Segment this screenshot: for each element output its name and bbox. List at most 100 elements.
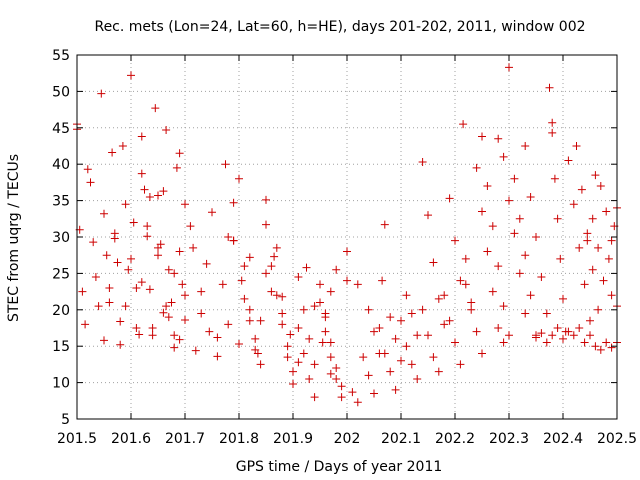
data-point — [459, 120, 468, 129]
data-point — [181, 315, 189, 324]
data-point — [569, 200, 578, 209]
x-tick-label: 202 — [334, 431, 361, 447]
data-point — [353, 280, 362, 289]
data-point — [262, 220, 270, 229]
data-point — [251, 334, 260, 343]
data-point — [172, 163, 181, 172]
data-point — [267, 262, 276, 271]
data-point — [154, 191, 162, 200]
data-point — [310, 360, 319, 369]
data-point — [583, 236, 592, 245]
data-point — [170, 269, 179, 278]
data-point — [461, 280, 470, 289]
y-axis-label: STEC from uqrg / TECUs — [6, 154, 22, 322]
data-point — [321, 309, 330, 318]
data-point — [140, 185, 149, 194]
data-point — [461, 254, 470, 263]
y-tick-label: 50 — [52, 84, 70, 100]
data-point — [451, 338, 459, 347]
data-point — [83, 165, 92, 174]
data-point — [148, 324, 157, 332]
data-point — [256, 316, 265, 325]
data-point — [559, 294, 567, 303]
data-point — [378, 276, 387, 285]
data-point — [505, 63, 513, 72]
data-point — [262, 195, 270, 204]
data-point — [124, 265, 133, 274]
data-point — [550, 174, 559, 183]
data-point — [380, 220, 389, 229]
data-point — [145, 285, 154, 294]
data-point — [532, 333, 540, 342]
y-tick-label: 15 — [52, 339, 70, 355]
data-point — [127, 254, 135, 263]
data-point — [164, 313, 173, 322]
data-point — [456, 276, 465, 285]
data-point — [221, 160, 230, 169]
data-point — [364, 371, 373, 380]
data-point — [116, 317, 125, 326]
data-point — [148, 331, 157, 340]
data-point — [548, 118, 557, 127]
data-point — [318, 338, 327, 347]
data-point — [118, 142, 127, 150]
data-point — [370, 389, 378, 398]
data-point — [604, 254, 613, 263]
data-point — [129, 218, 138, 227]
data-point — [521, 142, 530, 150]
data-point — [97, 89, 106, 98]
data-point — [467, 305, 476, 314]
data-point — [191, 346, 200, 355]
y-axis-ticks: 5 10 15 20 25 30 35 40 45 50 55 — [52, 48, 617, 428]
data-point — [143, 222, 152, 231]
data-point — [321, 327, 330, 336]
data-point — [175, 247, 184, 256]
data-point — [353, 398, 362, 407]
data-point — [326, 287, 335, 296]
data-point — [167, 298, 176, 307]
data-point — [607, 291, 616, 300]
data-point — [343, 276, 351, 285]
data-point — [245, 253, 254, 262]
data-point — [143, 232, 152, 241]
y-tick-label: 10 — [52, 376, 70, 392]
data-point — [162, 302, 171, 311]
data-point — [386, 367, 395, 376]
data-point — [100, 336, 108, 345]
x-tick-label: 202.1 — [381, 431, 421, 447]
data-point — [272, 243, 281, 252]
data-point — [310, 302, 319, 311]
data-point — [213, 352, 222, 361]
data-point — [445, 194, 454, 203]
data-point — [102, 251, 111, 260]
data-point — [586, 316, 594, 325]
data-point — [440, 291, 449, 300]
data-point — [472, 327, 481, 336]
data-point — [456, 360, 465, 369]
data-point — [564, 327, 573, 336]
data-point — [499, 338, 508, 347]
data-point — [270, 252, 279, 261]
data-point — [359, 353, 368, 362]
data-point — [132, 324, 141, 332]
data-point — [572, 142, 581, 150]
data-point — [521, 251, 530, 260]
data-point — [542, 338, 551, 347]
data-point — [332, 374, 341, 383]
x-tick-label: 201.9 — [273, 431, 313, 447]
data-point — [602, 338, 611, 347]
data-point — [240, 294, 249, 303]
data-point — [607, 236, 616, 245]
data-point — [569, 331, 578, 340]
data-point — [137, 169, 146, 178]
data-point — [472, 163, 481, 172]
data-point — [302, 263, 311, 272]
data-point — [164, 265, 173, 274]
data-point — [272, 291, 281, 300]
data-point — [186, 222, 195, 231]
data-point — [402, 291, 411, 300]
data-point — [137, 278, 146, 287]
data-point — [283, 342, 292, 351]
data-point — [78, 287, 87, 296]
